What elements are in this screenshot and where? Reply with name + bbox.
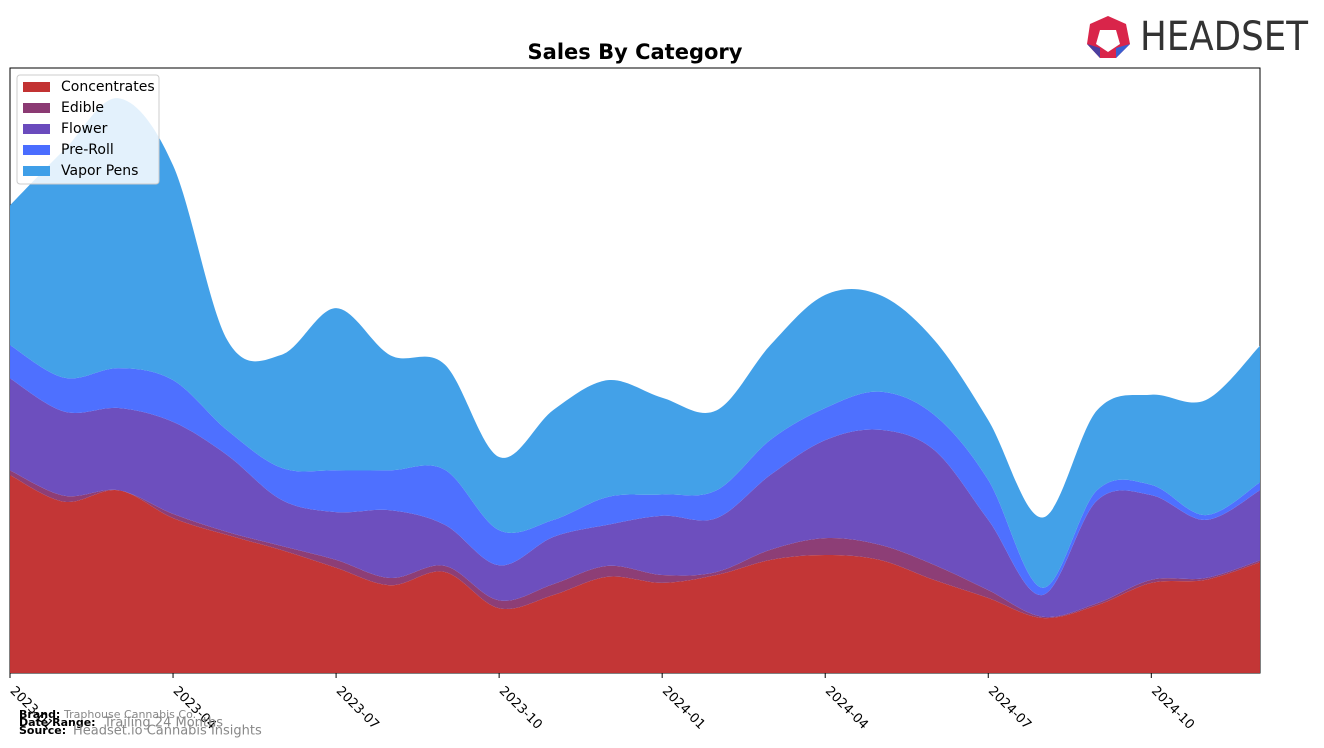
x-tick-label: 2024-10 [1148,684,1197,733]
footer-value: Trailing 24 Months [103,716,223,731]
logo-text: HEADSET [1140,14,1308,60]
chart-title: Sales By Category [528,40,743,64]
legend-swatch [23,166,50,176]
legend-label: Edible [61,100,104,116]
area [10,378,1260,618]
area [10,345,1260,596]
x-tick-label: 2024-07 [985,684,1034,733]
legend-swatch [23,82,50,92]
logo: HEADSET [1087,14,1308,60]
legend-swatch [23,124,50,134]
legend-swatch [23,103,50,113]
area [10,98,1260,588]
footer-label: Source: [19,724,66,737]
legend-label: Vapor Pens [61,163,138,179]
legend-label: Pre-Roll [61,142,114,158]
footer-label: Brand: [19,708,60,721]
legend-box [16,74,160,185]
x-tick-label: 2023-10 [496,684,545,733]
logo-mark-part [1087,44,1100,58]
x-tick-label: 2024-04 [822,684,871,733]
x-tick-label: 2024-01 [659,684,708,733]
area [10,475,1260,673]
legend-label: Flower [61,121,108,137]
footer-label: Date Range: [19,716,96,729]
logo-mark-part [1116,44,1130,58]
x-tick-label: 2023-07 [333,684,382,733]
legend-swatch [23,145,50,155]
logo-mark-inner [1096,30,1120,52]
area [10,470,1260,619]
footer-value: Traphouse Cannabis Co. [63,708,196,721]
footer-value: Headset.io Cannabis Insights [73,724,262,739]
legend-label: Concentrates [61,79,155,95]
